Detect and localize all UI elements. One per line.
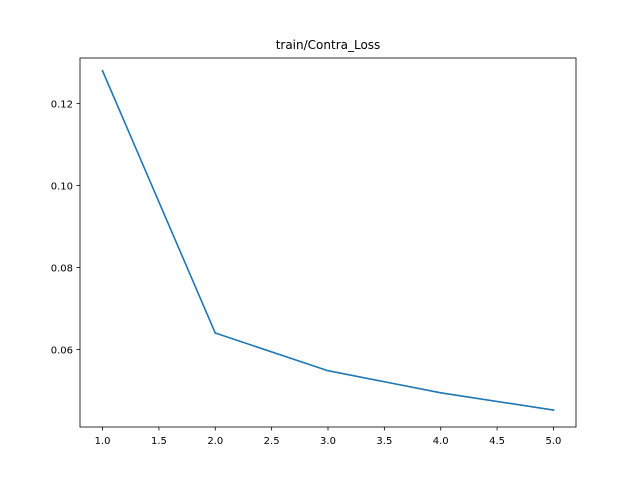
x-tick-label: 3.0 [320, 436, 336, 447]
plot-content [101, 69, 555, 411]
x-tick-label: 2.0 [207, 436, 223, 447]
x-tick-label: 5.0 [546, 436, 562, 447]
x-axis: 1.0 1.5 2.0 2.5 3.0 3.5 4.0 4.5 5.0 [95, 427, 562, 447]
y-tick-label: 0.08 [51, 263, 73, 274]
y-tick-label: 0.12 [51, 100, 73, 111]
data-point [439, 392, 442, 394]
x-tick-label: 3.5 [376, 436, 392, 447]
chart-title: train/Contra_Loss [276, 38, 381, 52]
data-point [214, 332, 217, 334]
x-tick-label: 1.5 [151, 436, 167, 447]
y-tick-label: 0.06 [51, 345, 73, 356]
x-tick-label: 1.0 [95, 436, 111, 447]
y-tick-label: 0.10 [51, 182, 73, 193]
x-tick-label: 4.0 [433, 436, 449, 447]
data-point [101, 70, 104, 72]
x-tick-label: 2.5 [264, 436, 280, 447]
data-point [327, 369, 329, 372]
data-point [552, 409, 555, 411]
x-tick-label: 4.5 [489, 436, 505, 447]
y-axis: 0.06 0.08 0.10 0.12 [51, 100, 80, 356]
